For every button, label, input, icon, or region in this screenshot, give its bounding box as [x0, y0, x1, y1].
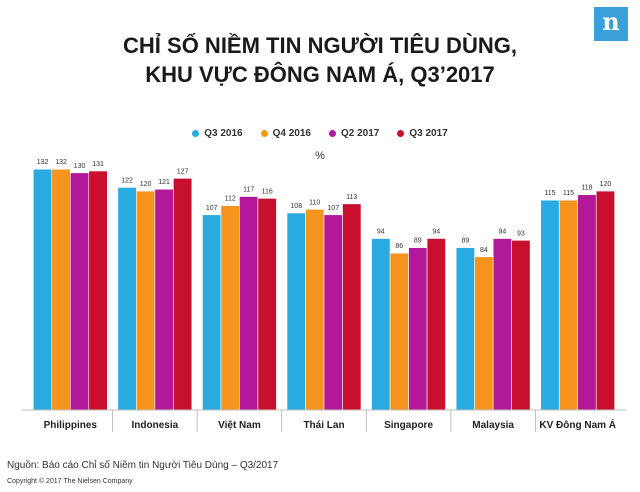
chart-title-line-1: CHỈ SỐ NIỀM TIN NGƯỜI TIÊU DÙNG,: [123, 33, 517, 58]
bar-4-1: [389, 252, 409, 411]
category-label-6: KV Đông Nam Á: [539, 418, 616, 431]
bar-2-1: [220, 205, 240, 411]
data-label-0-1: 132: [55, 159, 67, 166]
legend-item-q3-2016: Q3 2016: [192, 128, 243, 139]
bar-5-3: [511, 240, 531, 411]
category-label-5: Malaysia: [472, 420, 514, 431]
bar-5-1: [474, 256, 494, 411]
data-label-1-3: 127: [177, 168, 189, 175]
bar-3-0: [286, 212, 306, 411]
bar-6-0: [540, 199, 560, 411]
bar-1-1: [136, 190, 156, 411]
bar-0-3: [88, 170, 108, 411]
data-label-1-2: 121: [158, 179, 170, 186]
chart-title-line-2: KHU VỰC ĐÔNG NAM Á, Q3’2017: [145, 62, 495, 87]
data-label-6-1: 115: [563, 190, 574, 197]
data-label-2-2: 117: [243, 187, 254, 194]
data-label-3-1: 110: [309, 199, 320, 206]
chart-legend: Q3 2016 Q4 2016 Q2 2017 Q3 2017: [0, 128, 640, 139]
data-label-3-3: 113: [346, 194, 357, 201]
data-label-1-0: 122: [121, 177, 133, 184]
bar-6-1: [558, 199, 579, 411]
legend-item-q2-2017: Q2 2017: [329, 128, 379, 139]
legend-swatch: [192, 130, 200, 137]
data-label-4-0: 94: [377, 229, 385, 236]
legend-label: Q3 2016: [204, 128, 243, 139]
bar-3-1: [305, 209, 325, 411]
legend-item-q3-2017: Q3 2017: [397, 128, 448, 139]
data-label-4-3: 94: [432, 229, 440, 236]
legend-swatch: [329, 130, 336, 137]
unit-label: %: [315, 150, 325, 162]
data-label-5-3: 93: [517, 230, 525, 237]
copyright-note: Copyright © 2017 The Nielsen Company: [7, 478, 133, 485]
category-label-0: Philippines: [44, 420, 98, 431]
data-label-0-3: 131: [92, 161, 104, 168]
legend-swatch: [260, 130, 268, 137]
bar-1-2: [154, 188, 174, 411]
bar-2-3: [257, 198, 277, 411]
bar-4-3: [426, 238, 446, 411]
legend-item-q4-2016: Q4 2016: [260, 128, 311, 139]
data-label-4-1: 86: [395, 243, 403, 250]
bar-4-0: [371, 238, 391, 411]
data-label-2-1: 112: [225, 196, 236, 203]
bar-1-0: [117, 187, 137, 411]
bar-6-2: [577, 194, 597, 411]
bar-0-1: [51, 168, 71, 411]
data-label-2-3: 116: [262, 188, 273, 195]
data-label-3-0: 108: [290, 203, 302, 210]
data-label-5-2: 94: [498, 229, 506, 236]
data-label-4-2: 89: [414, 238, 422, 245]
category-label-2: Việt Nam: [218, 420, 261, 431]
bar-1-3: [173, 178, 193, 411]
data-label-5-1: 84: [480, 247, 488, 254]
nielsen-logo: n: [594, 7, 628, 41]
data-label-6-3: 120: [600, 181, 612, 188]
data-label-1-1: 120: [140, 181, 152, 188]
data-label-2-0: 107: [206, 205, 218, 212]
data-label-6-0: 115: [544, 190, 555, 197]
data-label-0-0: 132: [37, 159, 49, 166]
category-label-4: Singapore: [384, 420, 433, 431]
legend-label: Q3 2017: [409, 128, 448, 139]
bar-6-3: [595, 190, 616, 411]
category-label-1: Indonesia: [132, 420, 179, 431]
legend-label: Q4 2016: [272, 128, 311, 139]
data-label-0-2: 130: [74, 163, 86, 170]
bar-3-2: [323, 214, 343, 411]
bar-2-0: [202, 214, 222, 411]
data-label-3-2: 107: [327, 205, 339, 212]
bar-5-0: [455, 247, 475, 411]
bar-0-2: [69, 172, 90, 411]
source-note: Nguồn: Báo cáo Chỉ số Niềm tin Người Tiê…: [7, 460, 279, 471]
data-label-5-0: 89: [461, 238, 469, 245]
bar-5-2: [492, 238, 512, 411]
bar-3-3: [342, 203, 362, 411]
bar-0-0: [32, 168, 53, 411]
category-label-3: Thái Lan: [303, 420, 344, 431]
bar-4-2: [408, 247, 428, 411]
legend-swatch: [397, 130, 405, 137]
legend-label: Q2 2017: [341, 128, 380, 139]
bar-2-2: [239, 196, 259, 411]
data-label-6-2: 118: [581, 185, 592, 192]
